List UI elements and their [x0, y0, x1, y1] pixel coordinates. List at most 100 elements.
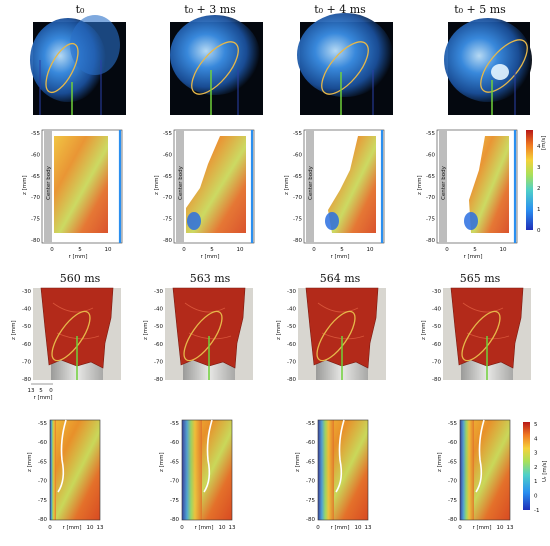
z-axis-label: z [mm]: [276, 320, 282, 340]
surface-highlight: [52, 302, 100, 340]
low-velocity-region: [464, 212, 478, 230]
surface-highlight: [462, 302, 510, 340]
z-tick-label: -30: [432, 289, 441, 295]
z-tick-label: -70: [154, 359, 163, 365]
axes-frame: [181, 419, 233, 521]
z-tick-label: -60: [426, 152, 435, 158]
z-tick-label: -55: [38, 421, 47, 427]
piv-row: Center body-55-60-65-70-75-80z [mm]0 5 10r…: [22, 129, 547, 260]
z-tick-label: -60: [170, 440, 179, 446]
row3-header-3: 565 ms: [460, 272, 501, 285]
colorbar-tick: 0: [537, 228, 541, 234]
r-tick-label: 10: [367, 247, 374, 253]
r-tick-label: 0: [458, 525, 462, 531]
colorbar-gradient: [526, 130, 533, 230]
iso-contour: [475, 419, 485, 493]
piv-panel-2: Center body -55 -60 -65 -70 -75 -80 z [mm] 0 5 10 r…: [284, 129, 385, 260]
z-tick-label: -40: [22, 307, 31, 313]
z-axis-label: z [mm]: [143, 320, 149, 340]
z-axis-label: z [mm]: [154, 175, 160, 195]
r-tick-label: 10: [497, 525, 504, 531]
piv-axes-frame: [173, 129, 255, 244]
r-tick-label: 0: [48, 525, 52, 531]
flame-surface: [450, 287, 524, 369]
z-tick-label: -65: [426, 174, 435, 180]
z-tick-label: -30: [287, 289, 296, 295]
piv-colorbar: 4 3 2 1 0 [m/s]: [526, 130, 547, 234]
z-tick-label: -65: [293, 174, 302, 180]
row1-header-1: t₀ + 3 ms: [184, 3, 236, 16]
z-tick-label: -65: [31, 174, 40, 180]
z-tick-label: -55: [31, 131, 40, 137]
low-velocity-region: [325, 212, 339, 230]
z-tick-label: -80: [163, 238, 172, 244]
row3-headers: 560 ms 563 ms 564 ms 565 ms: [60, 272, 501, 285]
z-axis-label: z [mm]: [27, 452, 33, 472]
les3d-panel-1: -30 -40 -50 -60 -70 -80 z [mm]: [143, 287, 253, 383]
surface-highlight: [317, 302, 365, 340]
z-tick-label: -70: [448, 479, 457, 485]
row1-header-3: t₀ + 5 ms: [454, 3, 506, 16]
z-tick-label: -60: [31, 152, 40, 158]
z-tick-label: -60: [293, 152, 302, 158]
z-tick-label: -80: [432, 377, 441, 383]
piv-axes-frame: [436, 129, 518, 244]
flame-image-1: [170, 15, 263, 115]
row3-header-2: 564 ms: [320, 272, 361, 285]
r-axis-label: r [mm]: [62, 525, 81, 531]
z-tick-label: -75: [38, 498, 47, 504]
r-tick-label: 0: [316, 525, 320, 531]
z-tick-label: -70: [22, 359, 31, 365]
les2d-colorbar: 5 4 3 2 1 0 -1 Uᵣ [m/s]: [523, 422, 548, 514]
flame-surface: [305, 287, 379, 369]
z-tick-label: -50: [287, 324, 296, 330]
center-body-label: Center body: [308, 165, 314, 200]
z-tick-label: -55: [426, 131, 435, 137]
r-tick-label: 0: [180, 525, 184, 531]
flame-image-0: [30, 15, 126, 115]
z-tick-label: -30: [22, 289, 31, 295]
z-tick-label: -55: [170, 421, 179, 427]
flame-region-ellipse: [321, 41, 369, 95]
z-tick-label: -70: [170, 479, 179, 485]
center-body-label: Center body: [46, 165, 52, 200]
z-tick-label: -70: [432, 359, 441, 365]
flame-surface: [172, 287, 246, 369]
z-tick-label: -80: [170, 517, 179, 523]
center-body: [439, 130, 447, 243]
piv-panel-0: Center body -55 -60 -65 -70 -75 -80 z [mm] 0 5 10 r…: [22, 129, 123, 260]
les3d-r-axis: 13 5 0r [mm]: [28, 383, 53, 401]
z-tick-label: -60: [154, 342, 163, 348]
low-velocity-region: [182, 420, 202, 520]
row1-header-0: t₀: [76, 3, 85, 16]
z-axis-label: z [mm]: [159, 452, 165, 472]
z-axis-label: z [mm]: [22, 175, 28, 195]
r-axis-label: r [mm]: [33, 395, 52, 401]
r-axis-label: r [mm]: [194, 525, 213, 531]
z-tick-label: -40: [287, 307, 296, 313]
iso-contour: [335, 419, 345, 493]
flame-region-ellipse: [183, 310, 223, 362]
z-tick-label: -60: [287, 342, 296, 348]
les3d-row: -30-40-50-60-70-80z [mm]-30-40-50-60-70-…: [11, 287, 531, 401]
piv-axes-frame: [41, 129, 123, 244]
r-tick-label: 0: [182, 247, 186, 253]
r-axis-label: r [mm]: [472, 525, 491, 531]
z-tick-label: -70: [287, 359, 296, 365]
piv-panel-1: Center body -55 -60 -65 -70 -75 -80 z [mm] 0 5 10 r…: [154, 129, 255, 260]
velocity-field: [54, 136, 108, 233]
z-tick-label: -55: [448, 421, 457, 427]
z-tick-label: -80: [448, 517, 457, 523]
velocity-field: [50, 420, 100, 520]
low-velocity-region: [318, 420, 334, 520]
r-tick-label: 5: [340, 247, 344, 253]
center-body-label: Center body: [441, 165, 447, 200]
z-tick-label: -75: [426, 217, 435, 223]
row1-header-2: t₀ + 4 ms: [314, 3, 366, 16]
z-tick-label: -55: [306, 421, 315, 427]
z-tick-label: -40: [154, 307, 163, 313]
r-tick-label: 13: [365, 525, 372, 531]
r-tick-label: 10: [105, 247, 112, 253]
z-axis-label: z [mm]: [284, 175, 290, 195]
